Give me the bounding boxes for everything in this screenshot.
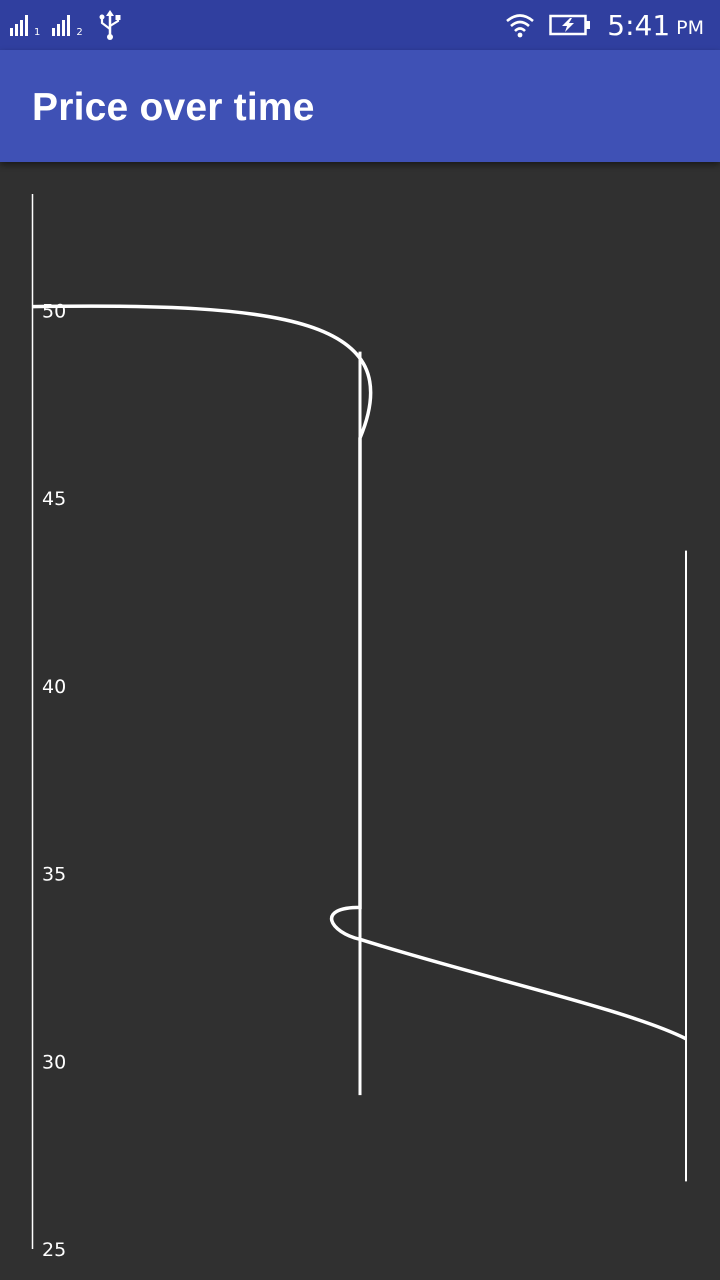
chart-area: 50 45 40 35 30 25 bbox=[0, 162, 720, 1280]
clock-ampm: PM bbox=[676, 17, 704, 39]
sim2-label: 2 bbox=[76, 27, 83, 38]
y-tick-labels: 50 45 40 35 30 25 bbox=[42, 300, 66, 1261]
wifi-icon bbox=[506, 14, 535, 38]
status-bar: 1 2 5:41 PM bbox=[0, 0, 720, 50]
usb-icon bbox=[99, 10, 121, 40]
y-tick-label: 40 bbox=[42, 676, 66, 698]
page-title: Price over time bbox=[32, 86, 315, 129]
signal-sim2-icon bbox=[52, 14, 72, 36]
signal-sim1-icon bbox=[10, 14, 30, 36]
error-bars bbox=[358, 351, 687, 1182]
status-left-icons: 1 2 bbox=[10, 0, 123, 50]
sim1-label: 1 bbox=[34, 27, 41, 38]
y-tick-label: 25 bbox=[42, 1239, 66, 1261]
y-tick-label: 30 bbox=[42, 1051, 66, 1073]
y-tick-label: 45 bbox=[42, 488, 66, 510]
status-right-icons: 5:41 PM bbox=[505, 0, 704, 50]
app-bar: Price over time bbox=[0, 50, 720, 162]
clock-time: 5:41 bbox=[607, 8, 671, 42]
battery-charging-icon bbox=[549, 14, 591, 36]
y-tick-label: 50 bbox=[42, 300, 66, 322]
series-line bbox=[31, 304, 687, 1041]
y-tick-label: 35 bbox=[42, 864, 66, 886]
price-chart: 50 45 40 35 30 25 bbox=[31, 194, 687, 1261]
